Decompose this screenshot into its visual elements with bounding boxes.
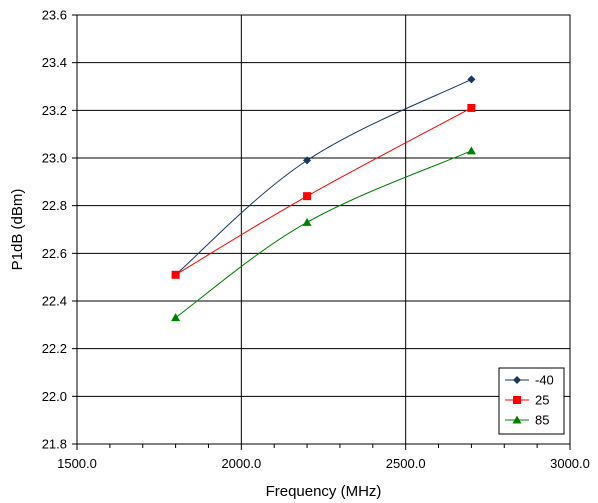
y-axis-title: P1dB (dBm) xyxy=(9,189,26,271)
y-tick-label: 22.6 xyxy=(42,246,67,261)
legend: -40 25 85 xyxy=(499,368,564,434)
y-tick-label: 22.2 xyxy=(42,341,67,356)
legend-label: 25 xyxy=(535,393,549,408)
y-tick-label: 21.8 xyxy=(42,437,67,452)
x-tick-label: 2500.0 xyxy=(386,456,426,471)
legend-label: -40 xyxy=(535,373,554,388)
y-tick-label: 23.2 xyxy=(42,103,67,118)
y-tick-label: 23.0 xyxy=(42,151,67,166)
y-tick-label: 22.4 xyxy=(42,294,67,309)
x-tick-label: 1500.0 xyxy=(57,456,97,471)
x-tick-label: 3000.0 xyxy=(550,456,590,471)
x-axis-title: Frequency (MHz) xyxy=(266,483,382,500)
y-tick-label: 22.8 xyxy=(42,198,67,213)
data-point-square xyxy=(467,104,475,112)
y-tick-label: 23.4 xyxy=(42,55,67,70)
legend-marker-square xyxy=(513,396,521,404)
y-tick-label: 22.0 xyxy=(42,389,67,404)
legend-box xyxy=(499,368,564,434)
y-tick-label: 23.6 xyxy=(42,8,67,23)
x-tick-label: 2000.0 xyxy=(221,456,261,471)
data-point-square xyxy=(172,271,180,279)
data-point-square xyxy=(303,192,311,200)
legend-label: 85 xyxy=(535,413,549,428)
